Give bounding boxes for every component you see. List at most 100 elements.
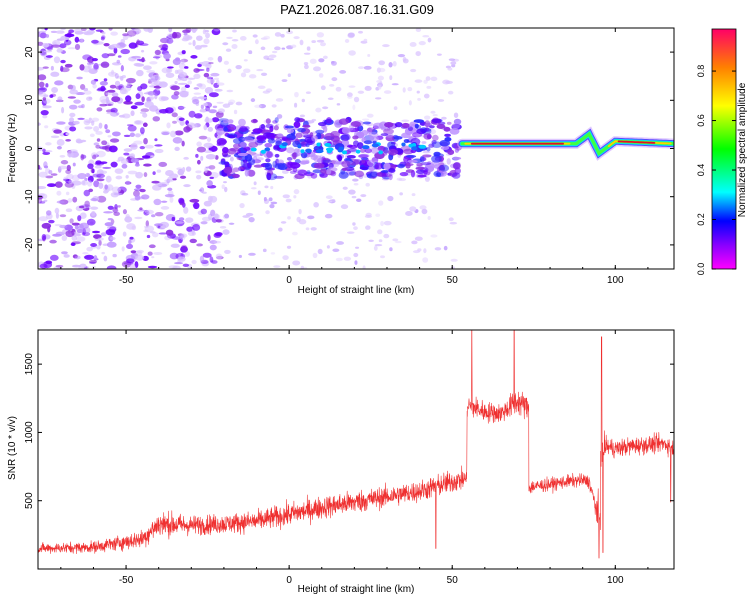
- spectrogram-cell: [114, 168, 124, 174]
- spectrogram-cell: [232, 167, 240, 173]
- spectrogram-cell: [427, 37, 432, 43]
- spectrogram-cell: [413, 119, 425, 123]
- spectrogram-cell: [239, 202, 245, 209]
- spectrogram-cell: [73, 120, 80, 125]
- spectrogram-cell: [215, 253, 223, 260]
- spectrogram-x-tick-label: 100: [607, 275, 624, 286]
- spectrogram-cell: [100, 232, 107, 237]
- spectrogram-cell: [87, 180, 93, 187]
- spectrogram-cell: [127, 35, 133, 38]
- spectrogram-cell: [167, 187, 173, 191]
- spectrogram-cell: [109, 236, 116, 241]
- spectrogram-cell: [385, 134, 395, 142]
- spectrogram-cell: [121, 246, 125, 252]
- spectrogram-cell: [340, 133, 351, 141]
- spectrogram-cell: [195, 153, 199, 158]
- spectrogram-cell: [74, 36, 80, 43]
- spectrogram-cell: [172, 136, 183, 144]
- spectrogram-cell: [91, 230, 101, 234]
- spectrogram-cell: [141, 49, 145, 53]
- spectrogram-cell: [121, 113, 131, 119]
- spectrogram-cell: [431, 140, 437, 145]
- spectrogram-cell: [251, 153, 262, 157]
- spectrogram-cell: [305, 148, 312, 153]
- spectrogram-cell: [45, 142, 52, 146]
- spectrogram-cell: [275, 98, 284, 102]
- spectrogram-cell: [122, 33, 129, 37]
- spectrogram-cell: [143, 65, 152, 71]
- spectrogram-cell: [374, 97, 382, 100]
- snr-x-tick-label: 50: [447, 575, 459, 586]
- spectrogram-cell: [347, 32, 355, 39]
- spectrogram-cell: [434, 247, 442, 251]
- snr-y-tick-label: 1000: [24, 421, 35, 444]
- spectrogram-cell: [278, 227, 283, 232]
- spectrogram-cell: [136, 58, 143, 61]
- spectrogram-cell: [93, 180, 100, 188]
- colorbar-tick-label: 0.6: [696, 114, 706, 127]
- spectrogram-cell: [188, 110, 196, 118]
- spectrogram-x-tick-label: 0: [286, 275, 292, 286]
- spectrogram-cell: [213, 28, 221, 32]
- spectrogram-cell: [382, 44, 390, 48]
- spectrogram-cell: [383, 128, 394, 135]
- spectrogram-cell: [282, 255, 289, 261]
- spectrogram-cell: [135, 63, 145, 67]
- spectrogram-cell: [193, 73, 201, 80]
- spectrogram-cell: [128, 42, 138, 49]
- spectrogram-x-ticks: -50 0 50 100: [60, 28, 649, 286]
- spectrogram-cell: [203, 38, 210, 45]
- spectrogram-cell: [227, 129, 233, 133]
- spectrogram-cell: [185, 28, 192, 33]
- spectrogram-cell: [85, 172, 90, 178]
- spectrogram-cell: [72, 196, 78, 203]
- spectrogram-cell: [182, 166, 186, 173]
- spectrogram-cell: [180, 234, 186, 241]
- spectrogram-cell: [69, 126, 77, 132]
- spectrogram-cell: [64, 63, 73, 68]
- spectrogram-cell: [127, 125, 137, 132]
- spectrogram-cell: [38, 41, 44, 46]
- spectrogram-cell: [106, 89, 116, 93]
- spectrogram-cell: [193, 202, 200, 210]
- spectrogram-cell: [336, 241, 345, 245]
- spectrogram-cell: [248, 50, 253, 55]
- spectrogram-cell: [165, 72, 175, 78]
- spectrogram-cell: [75, 138, 82, 144]
- spectrogram-cell: [93, 62, 99, 70]
- spectrogram-cell: [60, 28, 66, 31]
- spectrogram-cell: [97, 87, 107, 91]
- spectrogram-cell: [151, 180, 160, 184]
- spectrogram-cell: [71, 222, 80, 226]
- spectrogram-cell: [394, 121, 403, 128]
- spectrogram-cell: [104, 123, 108, 130]
- spectrogram-cell: [39, 32, 47, 39]
- spectrogram-cell: [45, 34, 50, 38]
- spectrogram-cell: [225, 48, 232, 52]
- spectrogram-cell: [320, 42, 326, 47]
- spectrogram-cell: [43, 199, 48, 203]
- spectrogram-cell: [368, 131, 379, 139]
- spectrogram-cell: [324, 213, 333, 219]
- spectrogram-cell: [193, 68, 200, 73]
- spectrogram-cell: [270, 185, 274, 190]
- spectrogram-cell: [143, 92, 152, 95]
- spectrogram-cell: [73, 99, 81, 104]
- spectrogram-cell: [303, 132, 308, 136]
- spectrogram-cell: [38, 122, 41, 126]
- spectrogram-cell: [227, 68, 232, 74]
- spectrogram-cell: [88, 188, 94, 193]
- spectrogram-cell: [265, 210, 270, 215]
- spectrogram-cell: [306, 46, 311, 51]
- spectrogram-cell: [222, 229, 230, 235]
- spectrogram-cell: [38, 186, 47, 190]
- spectrogram-cell: [95, 29, 104, 32]
- spectrogram-cell: [179, 233, 185, 239]
- spectrogram-cell: [112, 253, 117, 258]
- spectrogram-cell: [353, 252, 359, 258]
- spectrogram-cell: [208, 165, 216, 170]
- spectrogram-cell: [324, 132, 335, 141]
- spectrogram-cell: [55, 30, 65, 34]
- spectrogram-cell: [125, 77, 136, 84]
- spectrogram-cell: [216, 101, 224, 104]
